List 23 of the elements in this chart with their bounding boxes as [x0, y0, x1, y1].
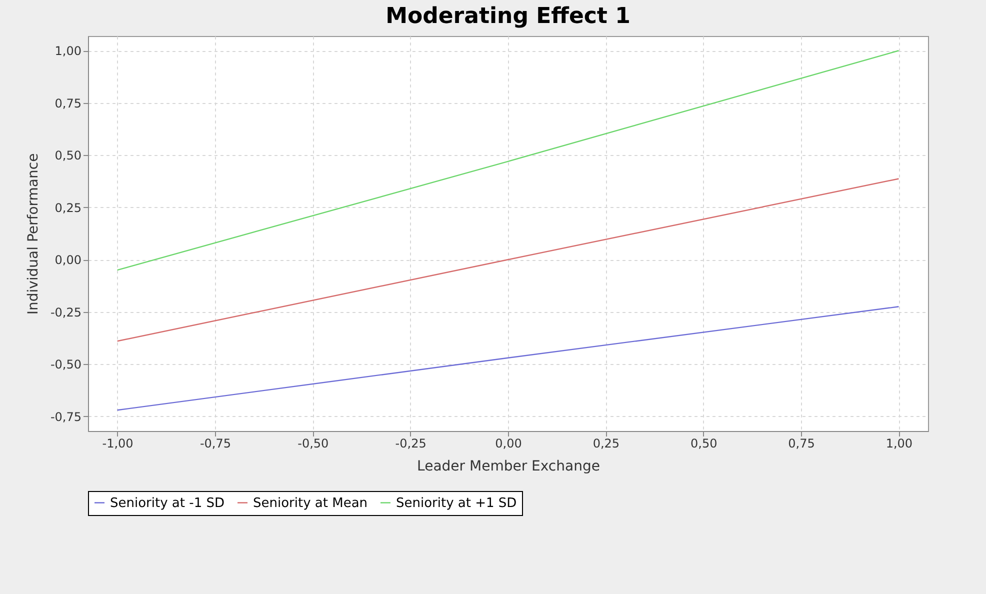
y-tick-label: 0,50 — [54, 148, 82, 163]
legend-label: Seniority at Mean — [253, 496, 368, 511]
legend-label: Seniority at -1 SD — [110, 496, 224, 511]
y-tick-label: 0,00 — [54, 253, 82, 268]
x-tick-label: -0,50 — [298, 436, 329, 450]
y-tick-label: 1,00 — [54, 44, 82, 58]
y-tick-label: -0,75 — [50, 410, 82, 424]
x-tick-label: -1,00 — [102, 436, 134, 450]
y-tick-label: 0,75 — [54, 96, 82, 110]
x-tick-label: 0,25 — [592, 436, 620, 450]
legend-label: Seniority at +1 SD — [396, 496, 517, 511]
y-tick-label: -0,25 — [50, 305, 82, 320]
y-tick-label: -0,50 — [50, 358, 82, 372]
x-tick-label: 1,00 — [886, 436, 913, 450]
chart-title: Moderating Effect 1 — [386, 4, 630, 29]
x-tick-label: -0,25 — [395, 436, 426, 450]
x-tick-label: -0,75 — [200, 436, 232, 450]
x-tick-label: 0,75 — [788, 436, 815, 450]
x-tick-label: 0,00 — [495, 436, 522, 450]
x-axis-title: Leader Member Exchange — [417, 458, 600, 474]
y-tick-label: 0,25 — [54, 200, 82, 215]
y-axis-title: Individual Performance — [25, 153, 42, 315]
x-tick-label: 0,50 — [690, 436, 718, 450]
